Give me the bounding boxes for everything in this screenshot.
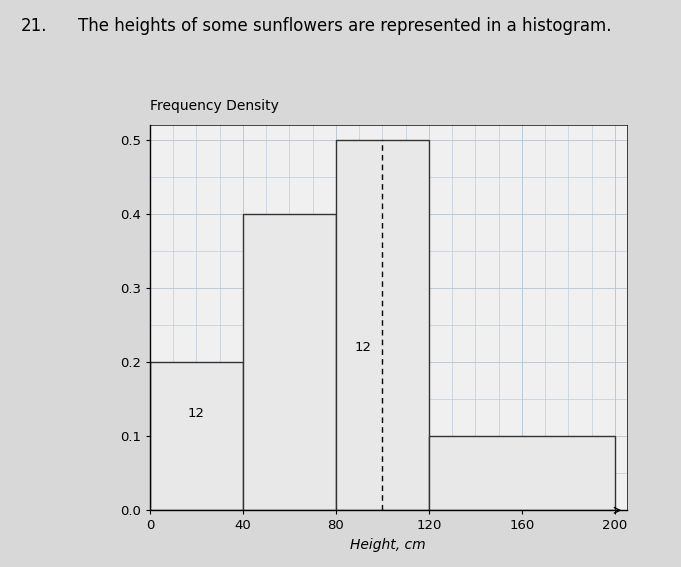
Text: 12: 12 [354,341,371,354]
Bar [429,436,615,510]
Text: The heights of some sunflowers are represented in a histogram.: The heights of some sunflowers are repre… [78,17,612,35]
Bar [336,139,429,510]
Text: 21.: 21. [20,17,47,35]
Bar [150,362,243,510]
Text: Frequency Density: Frequency Density [150,99,279,113]
Bar [243,214,336,510]
X-axis label: Height, cm: Height, cm [350,538,426,552]
Text: 12: 12 [188,408,205,420]
